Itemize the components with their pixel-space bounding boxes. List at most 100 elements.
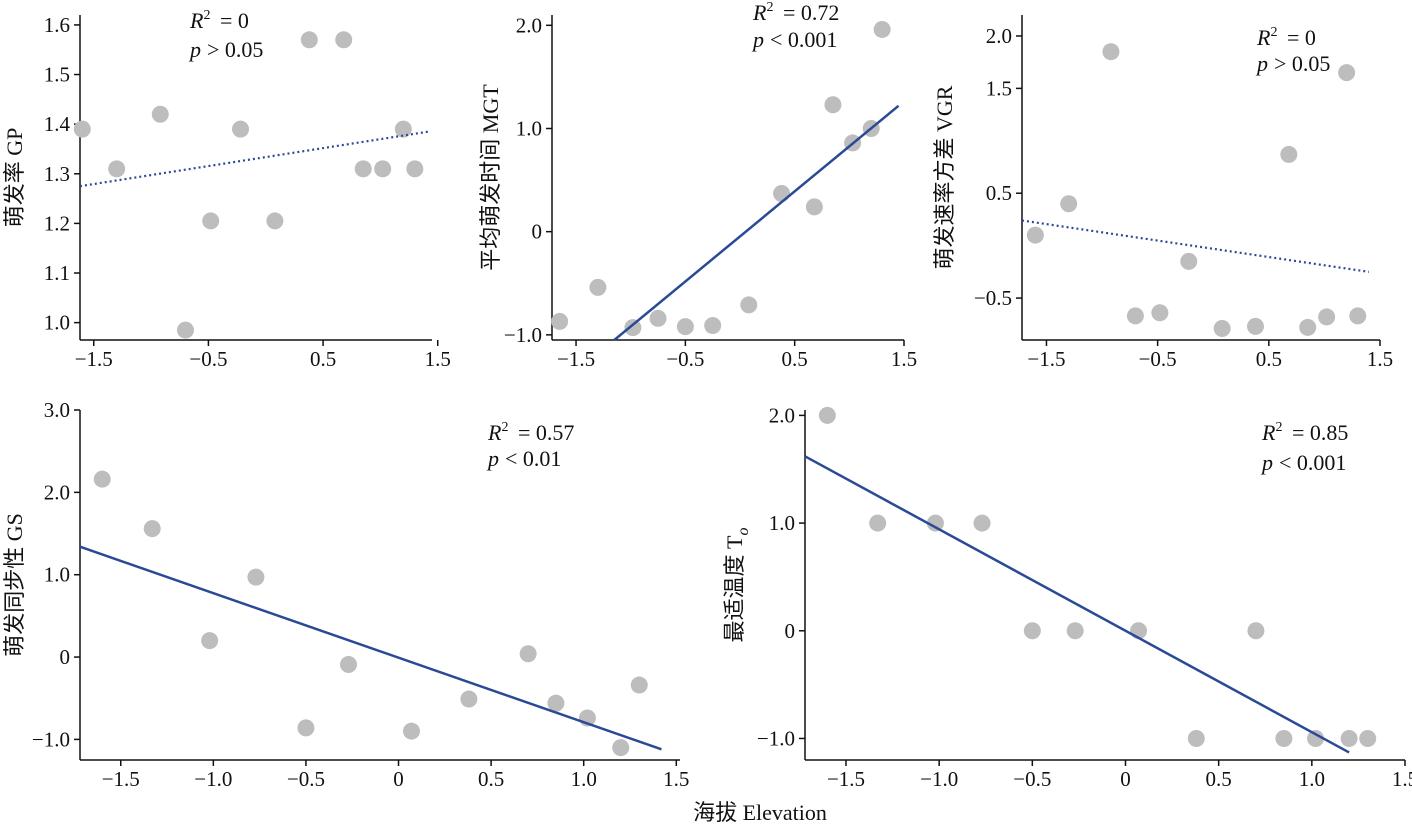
data-point xyxy=(297,719,315,737)
data-point xyxy=(335,31,353,49)
data-point xyxy=(551,312,569,330)
data-point xyxy=(704,317,722,335)
x-tick-label: 1.5 xyxy=(1367,347,1393,371)
y-tick-label: 1.0 xyxy=(516,116,542,140)
data-point xyxy=(266,212,284,230)
p-value-label: p < 0.001 xyxy=(1260,450,1346,475)
data-point xyxy=(649,309,667,327)
data-point xyxy=(1213,319,1231,337)
p-value-text: < 0.01 xyxy=(505,446,561,471)
r-squared-value: = 0 xyxy=(214,8,248,33)
y-tick-label: 1.3 xyxy=(44,162,70,186)
data-point xyxy=(1349,307,1367,325)
x-tick-label: −1.5 xyxy=(827,767,865,791)
data-point xyxy=(1340,729,1358,747)
x-tick-label: −0.5 xyxy=(1013,767,1051,791)
data-point xyxy=(1307,729,1325,747)
data-point xyxy=(973,514,991,532)
x-tick-label: −1.5 xyxy=(1027,347,1065,371)
data-point xyxy=(1151,304,1169,322)
x-tick-label: 0 xyxy=(393,767,404,791)
x-tick-label: 1.5 xyxy=(891,347,917,371)
r-squared-label: R2 = 0.72 xyxy=(752,0,839,25)
y-tick-label: 0 xyxy=(60,645,71,669)
p-value-text: > 0.05 xyxy=(207,37,263,62)
x-tick-label: 1.0 xyxy=(571,767,597,791)
data-point xyxy=(612,739,630,757)
y-axis-label: 萌发率 GP xyxy=(2,128,27,228)
x-tick-label: 1.5 xyxy=(425,347,451,371)
x-tick-label: 0.5 xyxy=(1206,767,1232,791)
data-point xyxy=(589,278,607,296)
y-tick-label: −1.0 xyxy=(504,323,542,347)
p-value-label: p > 0.05 xyxy=(188,37,263,62)
y-tick-label: 0 xyxy=(785,619,796,643)
data-point xyxy=(1299,318,1317,336)
data-point xyxy=(630,676,648,694)
data-point xyxy=(818,406,836,424)
data-point xyxy=(300,31,318,49)
data-point xyxy=(1246,317,1264,335)
regression-line xyxy=(79,130,429,188)
y-tick-label: 2.0 xyxy=(769,403,795,427)
x-tick-label: −0.5 xyxy=(1139,347,1177,371)
data-point xyxy=(547,694,565,712)
y-tick-label: 1.6 xyxy=(44,13,70,37)
y-tick-label: 1.0 xyxy=(44,311,70,335)
data-point xyxy=(1023,622,1041,640)
x-tick-label: 1.0 xyxy=(1299,767,1325,791)
y-tick-label: 1.5 xyxy=(44,63,70,87)
panel-gp: −1.5 −0.5 0.5 1.5 1.0 1.1 1.2 1.3 1.4 1.5 1.6 萌发率 G… xyxy=(2,8,451,371)
data-point xyxy=(519,645,537,663)
data-point xyxy=(247,568,265,586)
data-point xyxy=(232,120,250,138)
x-tick-label: −0.5 xyxy=(287,767,325,791)
data-point xyxy=(1275,729,1293,747)
data-point xyxy=(1026,226,1044,244)
y-tick-label: 0 xyxy=(532,220,543,244)
data-point xyxy=(176,321,194,339)
x-tick-label: 0.5 xyxy=(310,347,336,371)
y-tick-label: 1.0 xyxy=(44,563,70,587)
data-point xyxy=(1126,307,1144,325)
y-axis-label: 平均萌发时间 MGT xyxy=(478,84,503,271)
x-tick-label: −1.0 xyxy=(920,767,958,791)
x-tick-label: 1.5 xyxy=(1392,767,1412,791)
x-tick-label: 0.5 xyxy=(1256,347,1282,371)
y-axis-label-text: 萌发率 GP xyxy=(2,128,27,228)
y-axis-label: 萌发同步性 GS xyxy=(2,513,27,657)
panel-mgt: −1.5 −0.5 0.5 1.5 −1.0 0 1.0 2.0 平均萌发时间 MGT R2 = … xyxy=(478,0,917,371)
x-tick-label: −1.5 xyxy=(557,347,595,371)
y-axis-label-text: 萌发同步性 GS xyxy=(2,513,27,657)
x-tick-label: 1.5 xyxy=(663,767,689,791)
y-tick-label: −1.0 xyxy=(32,727,70,751)
data-point xyxy=(926,514,944,532)
data-point xyxy=(354,160,372,178)
data-point xyxy=(1338,64,1356,82)
data-point xyxy=(151,105,169,123)
data-point xyxy=(1060,195,1078,213)
data-point xyxy=(1102,43,1120,61)
x-tick-label: −1.5 xyxy=(75,347,113,371)
x-tick-label: 0.5 xyxy=(478,767,504,791)
y-axis-label-subscript: o xyxy=(735,528,752,536)
p-value-text: < 0.001 xyxy=(770,27,837,52)
p-value-label: p > 0.05 xyxy=(1255,51,1330,76)
y-tick-label: 1.4 xyxy=(44,112,71,136)
data-point xyxy=(1318,308,1336,326)
p-value-label: p < 0.01 xyxy=(486,446,561,471)
r-squared-value: = 0.57 xyxy=(512,420,574,445)
r-squared-value: = 0 xyxy=(1281,25,1315,50)
r-squared-value: = 0.72 xyxy=(777,0,839,25)
y-tick-label: 0.5 xyxy=(986,181,1012,205)
data-point xyxy=(1359,729,1377,747)
panel-vgr: −1.5 −0.5 0.5 1.5 −0.5 0.5 1.5 2.0 萌发速率方差 VGR R2 … xyxy=(932,15,1393,371)
y-axis-label: 萌发速率方差 VGR xyxy=(932,85,957,269)
data-point xyxy=(869,514,887,532)
data-point xyxy=(460,690,478,708)
y-tick-label: 2.0 xyxy=(44,480,70,504)
data-point xyxy=(1066,622,1084,640)
y-tick-label: 1.0 xyxy=(769,511,795,535)
panel-to: −1.5 −1.0 −0.5 0 0.5 1.0 1.5 −1.0 0 1.0 2.0 最适温度 To… xyxy=(722,403,1412,791)
